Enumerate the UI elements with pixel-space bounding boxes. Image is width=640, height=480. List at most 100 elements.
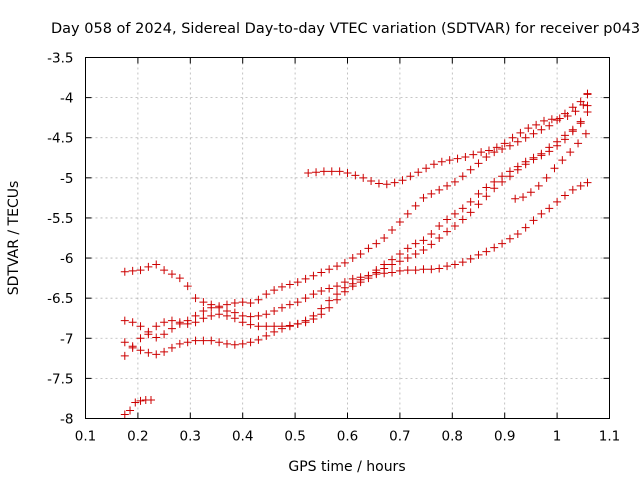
data-point xyxy=(537,125,546,134)
data-point xyxy=(382,180,391,189)
data-point xyxy=(301,318,310,327)
data-point xyxy=(419,193,428,202)
data-point xyxy=(545,147,554,156)
data-point xyxy=(120,267,129,276)
data-point xyxy=(215,310,224,319)
data-point xyxy=(301,294,310,303)
data-point xyxy=(547,115,556,124)
data-point xyxy=(395,217,404,226)
data-point xyxy=(568,103,577,112)
data-point xyxy=(183,319,192,328)
data-point xyxy=(500,139,509,148)
y-axis-label: SDTVAR / TECUs xyxy=(6,181,22,296)
chart-title: Day 058 of 2024, Sidereal Day-to-day VTE… xyxy=(51,21,640,37)
data-point xyxy=(293,298,302,307)
y-tick-label: -5.5 xyxy=(47,211,73,227)
data-point xyxy=(254,295,263,304)
data-point xyxy=(505,172,514,181)
data-point xyxy=(505,234,514,243)
data-point xyxy=(160,347,169,356)
data-point xyxy=(583,90,592,99)
data-point xyxy=(246,320,255,329)
data-point xyxy=(317,268,326,277)
data-point xyxy=(427,265,436,274)
data-point xyxy=(443,181,452,190)
data-point xyxy=(419,246,428,255)
data-point xyxy=(160,318,169,327)
data-point xyxy=(222,311,231,320)
data-point xyxy=(453,154,462,163)
data-point xyxy=(238,318,247,327)
data-point xyxy=(537,209,546,218)
data-point xyxy=(285,300,294,309)
data-point xyxy=(199,298,208,307)
data-point xyxy=(380,234,389,242)
data-point xyxy=(583,101,592,110)
data-point xyxy=(529,129,538,138)
data-point xyxy=(238,339,247,348)
data-point xyxy=(403,254,412,263)
data-point xyxy=(519,193,528,202)
data-point xyxy=(568,185,577,194)
data-point xyxy=(443,227,452,236)
data-point xyxy=(147,396,155,405)
data-point xyxy=(160,330,169,339)
data-point xyxy=(498,144,507,153)
y-tick-label: -7.5 xyxy=(47,371,73,387)
data-point xyxy=(230,314,239,323)
data-point xyxy=(152,322,161,331)
data-point xyxy=(526,188,535,197)
data-point xyxy=(333,282,342,291)
data-point xyxy=(356,278,365,287)
data-point xyxy=(571,107,580,116)
data-point xyxy=(215,302,224,311)
data-point xyxy=(524,124,533,133)
x-axis-label: GPS time / hours xyxy=(288,459,405,475)
data-point xyxy=(144,327,153,336)
data-point xyxy=(359,173,368,182)
data-point xyxy=(550,164,559,173)
data-point xyxy=(309,315,318,324)
x-tick-label: 0.1 xyxy=(75,429,96,445)
grid-lines xyxy=(85,57,610,419)
data-point xyxy=(490,184,499,193)
data-point xyxy=(183,282,192,291)
data-point xyxy=(395,250,404,259)
data-point xyxy=(293,278,302,287)
data-point xyxy=(435,185,444,194)
data-point xyxy=(568,127,577,136)
data-point xyxy=(458,215,467,224)
data-point xyxy=(207,336,216,345)
data-point xyxy=(466,197,475,206)
data-point xyxy=(581,129,590,138)
data-point xyxy=(319,167,328,176)
data-point xyxy=(120,351,129,360)
data-point xyxy=(325,265,334,274)
data-point xyxy=(403,244,412,253)
data-point xyxy=(372,268,381,277)
data-point xyxy=(427,240,436,249)
data-point xyxy=(576,119,585,128)
data-point xyxy=(419,265,428,274)
data-point xyxy=(513,165,522,174)
data-point xyxy=(558,156,567,165)
data-point xyxy=(128,343,137,352)
data-point xyxy=(388,260,397,269)
series-track-4 xyxy=(120,101,592,360)
data-point xyxy=(327,167,336,176)
data-point xyxy=(348,282,357,291)
data-point xyxy=(411,266,420,275)
data-point xyxy=(474,189,483,198)
data-point xyxy=(120,410,129,419)
x-tick-label: 0.5 xyxy=(284,429,305,445)
data-point xyxy=(445,156,454,165)
data-point xyxy=(340,258,349,267)
data-point xyxy=(374,179,383,188)
data-point xyxy=(215,338,224,347)
data-point xyxy=(364,274,373,283)
series-track-1 xyxy=(120,178,592,321)
data-point xyxy=(508,133,517,142)
series-track-5 xyxy=(304,90,592,189)
data-point xyxy=(466,208,475,217)
